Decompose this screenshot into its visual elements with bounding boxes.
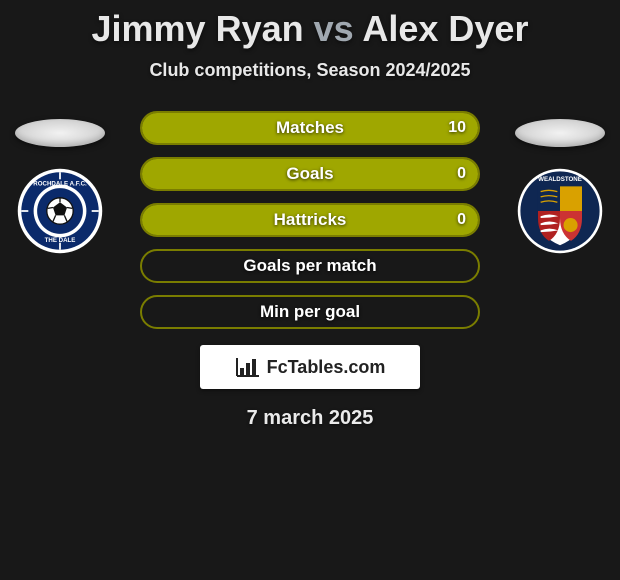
rochdale-badge-icon: ROCHDALE A.F.C. THE DALE [16,167,104,255]
barchart-icon [235,356,261,378]
title-player1: Jimmy Ryan [92,8,304,49]
stat-value-right: 0 [457,159,466,189]
stat-label: Min per goal [142,297,478,327]
stat-label: Goals per match [142,251,478,281]
svg-text:WEALDSTONE: WEALDSTONE [538,176,582,183]
title-player2: Alex Dyer [362,8,528,49]
player2-column: WEALDSTONE [510,111,610,255]
brand-badge: FcTables.com [200,345,420,389]
stat-value-right: 0 [457,205,466,235]
stat-fill-right [142,113,478,143]
page-title: Jimmy Ryan vs Alex Dyer [0,0,620,50]
svg-text:THE DALE: THE DALE [45,237,76,244]
content-area: ROCHDALE A.F.C. THE DALE [0,111,620,329]
stat-row: Hattricks0 [140,203,480,237]
title-vs: vs [314,8,354,49]
player1-club-badge: ROCHDALE A.F.C. THE DALE [16,167,104,255]
player1-column: ROCHDALE A.F.C. THE DALE [10,111,110,255]
stat-fill-right [142,159,478,189]
player2-avatar [515,119,605,147]
stat-fill-right [142,205,478,235]
brand-text: FcTables.com [267,357,386,378]
stat-row: Matches10 [140,111,480,145]
stat-value-right: 10 [448,113,466,143]
stats-list: Matches10 Goals0 Hattricks0 Goals per match… [140,111,480,329]
player2-club-badge: WEALDSTONE [516,167,604,255]
player1-avatar [15,119,105,147]
date: 7 march 2025 [0,407,620,430]
stat-row: Goals per match [140,249,480,283]
wealdstone-badge-icon: WEALDSTONE [516,167,604,255]
svg-text:ROCHDALE A.F.C.: ROCHDALE A.F.C. [33,180,87,187]
stat-row: Goals0 [140,157,480,191]
subtitle: Club competitions, Season 2024/2025 [0,60,620,81]
stat-row: Min per goal [140,295,480,329]
